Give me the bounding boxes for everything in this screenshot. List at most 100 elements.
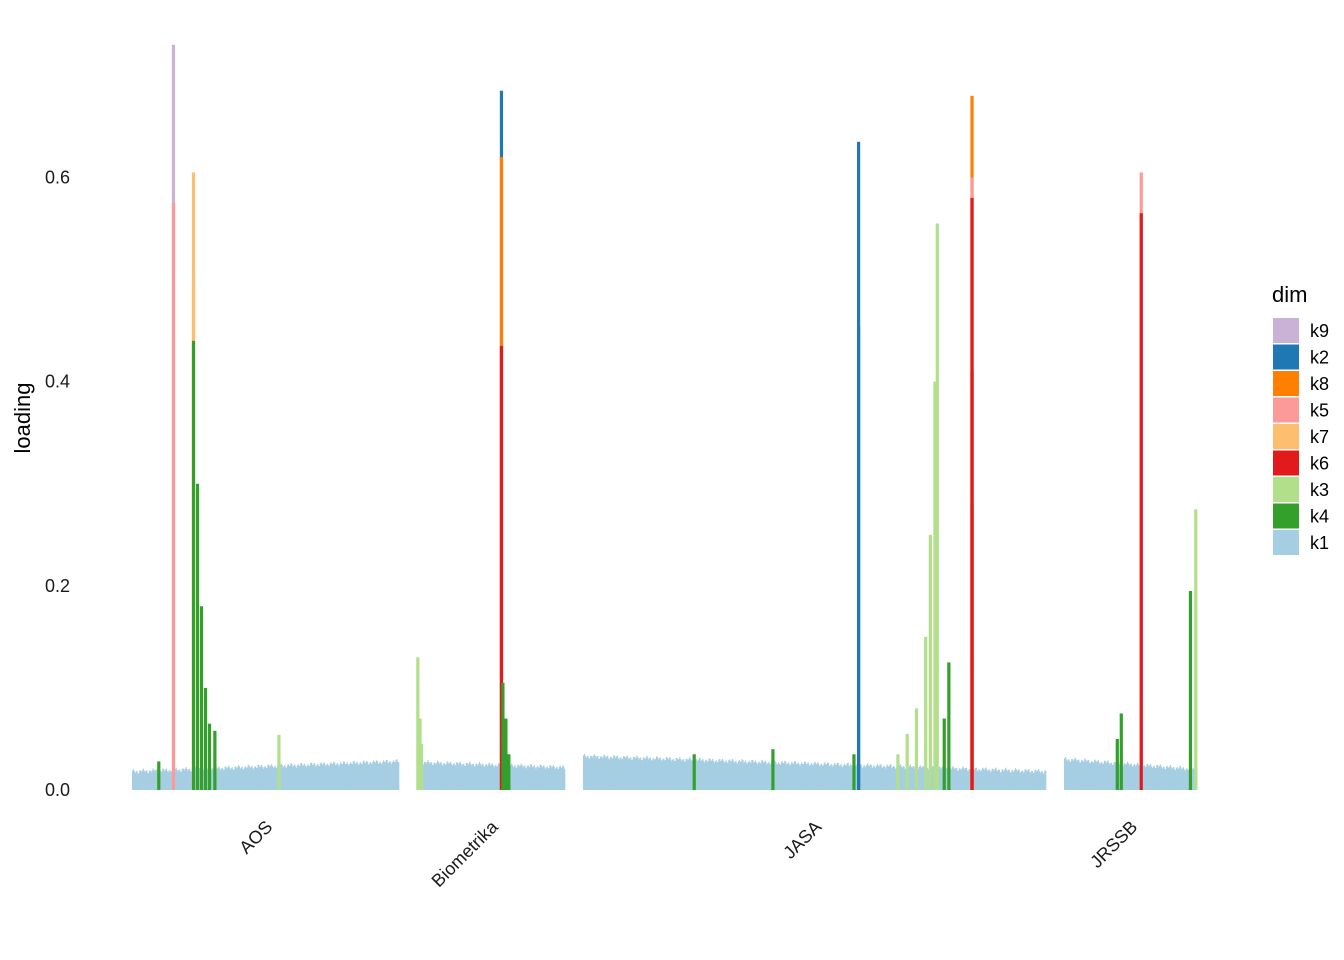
baseline-bar <box>285 768 288 790</box>
baseline-bar <box>245 768 248 790</box>
baseline-bar <box>280 763 282 790</box>
baseline-bar <box>618 759 620 790</box>
baseline-bar <box>483 766 485 790</box>
baseline-bar <box>1034 769 1036 790</box>
baseline-bar <box>336 763 338 790</box>
baseline-bar <box>392 760 395 790</box>
baseline-bar <box>465 763 467 790</box>
baseline-bar <box>482 763 484 790</box>
baseline-bar <box>653 758 655 790</box>
baseline-bar <box>362 761 364 790</box>
baseline-bar <box>143 770 145 790</box>
baseline-bar <box>966 770 968 790</box>
baseline-bar <box>701 760 703 790</box>
baseline-bar <box>1006 771 1009 790</box>
baseline-bar <box>510 765 512 790</box>
baseline-bar <box>260 766 262 790</box>
baseline-bar <box>927 769 929 790</box>
baseline-bar <box>474 766 476 790</box>
baseline-bar <box>285 767 287 790</box>
baseline-bar <box>753 762 756 790</box>
baseline-bar <box>267 764 269 790</box>
baseline-bar <box>1033 772 1035 790</box>
baseline-bar <box>895 767 897 790</box>
baseline-bar <box>1193 769 1195 790</box>
baseline-bar <box>1096 761 1099 790</box>
baseline-bar <box>715 760 717 790</box>
loading-bar-k4 <box>1188 590 1193 790</box>
baseline-bar <box>1100 762 1102 790</box>
baseline-bar <box>455 764 457 790</box>
baseline-bar <box>1044 770 1046 790</box>
baseline-bar <box>994 768 996 790</box>
baseline-bar <box>722 760 725 790</box>
baseline-bar <box>381 764 383 790</box>
baseline-bar <box>820 763 822 790</box>
baseline-bar <box>631 759 633 790</box>
baseline-bar <box>334 762 336 790</box>
baseline-bar <box>873 765 875 790</box>
loading-bar-k3 <box>277 734 281 791</box>
baseline-bar <box>874 766 876 790</box>
baseline-bar <box>293 764 296 790</box>
loading-bar-k4 <box>191 340 196 790</box>
baseline-bar <box>649 757 652 790</box>
baseline-bar <box>645 758 647 790</box>
baseline-bar <box>181 768 184 790</box>
baseline-bar <box>339 763 341 790</box>
baseline-bar <box>538 767 541 790</box>
baseline-bar <box>777 762 780 790</box>
baseline-bar <box>902 765 904 790</box>
baseline-bar <box>517 764 520 790</box>
baseline-bar <box>270 764 273 790</box>
baseline-bar <box>1067 759 1069 790</box>
baseline-bar <box>183 770 185 790</box>
baseline-bar <box>397 761 399 790</box>
baseline-bar <box>188 769 190 790</box>
legend-label: k6 <box>1310 454 1329 474</box>
baseline-bar <box>258 765 260 790</box>
baseline-bar <box>328 766 330 790</box>
baseline-bar <box>492 765 494 790</box>
baseline-bar <box>623 755 625 790</box>
baseline-bar <box>495 764 497 790</box>
baseline-bar <box>593 754 595 790</box>
baseline-bar <box>878 766 880 790</box>
baseline-bar <box>595 757 597 790</box>
baseline-bar <box>162 768 164 790</box>
baseline-bar <box>609 757 611 790</box>
baseline-bar <box>1019 771 1021 790</box>
baseline-bar <box>643 757 645 790</box>
baseline-bar <box>941 766 944 790</box>
legend-item-k1: k1 <box>1273 530 1329 555</box>
baseline-bar <box>425 763 427 790</box>
baseline-bar <box>678 758 680 790</box>
baseline-bar <box>528 767 530 790</box>
baseline-bar <box>855 766 857 790</box>
baseline-bar <box>919 765 921 790</box>
baseline-bar <box>887 766 889 790</box>
baseline-bar <box>147 772 149 790</box>
baseline-bar <box>382 760 385 790</box>
baseline-bar <box>995 767 997 790</box>
baseline-bar <box>295 767 297 790</box>
baseline-bar <box>661 761 663 790</box>
baseline-bar <box>1035 770 1037 790</box>
baseline-bar <box>642 757 644 790</box>
baseline-bar <box>1169 765 1171 790</box>
baseline-bar <box>253 767 256 790</box>
baseline-bar <box>605 757 607 790</box>
baseline-bar <box>1036 771 1038 790</box>
panel-jasa <box>583 95 1047 791</box>
baseline-bar <box>1177 768 1179 790</box>
loading-bar-k3 <box>928 534 932 790</box>
baseline-bar <box>451 765 454 790</box>
baseline-bar <box>883 765 885 790</box>
baseline-bar <box>803 761 806 790</box>
baseline-bar <box>1001 769 1003 790</box>
baseline-bar <box>138 773 140 790</box>
baseline-bar <box>206 769 208 790</box>
baseline-bar <box>161 770 163 790</box>
baseline-bar <box>644 759 646 790</box>
baseline-bar <box>153 769 155 790</box>
